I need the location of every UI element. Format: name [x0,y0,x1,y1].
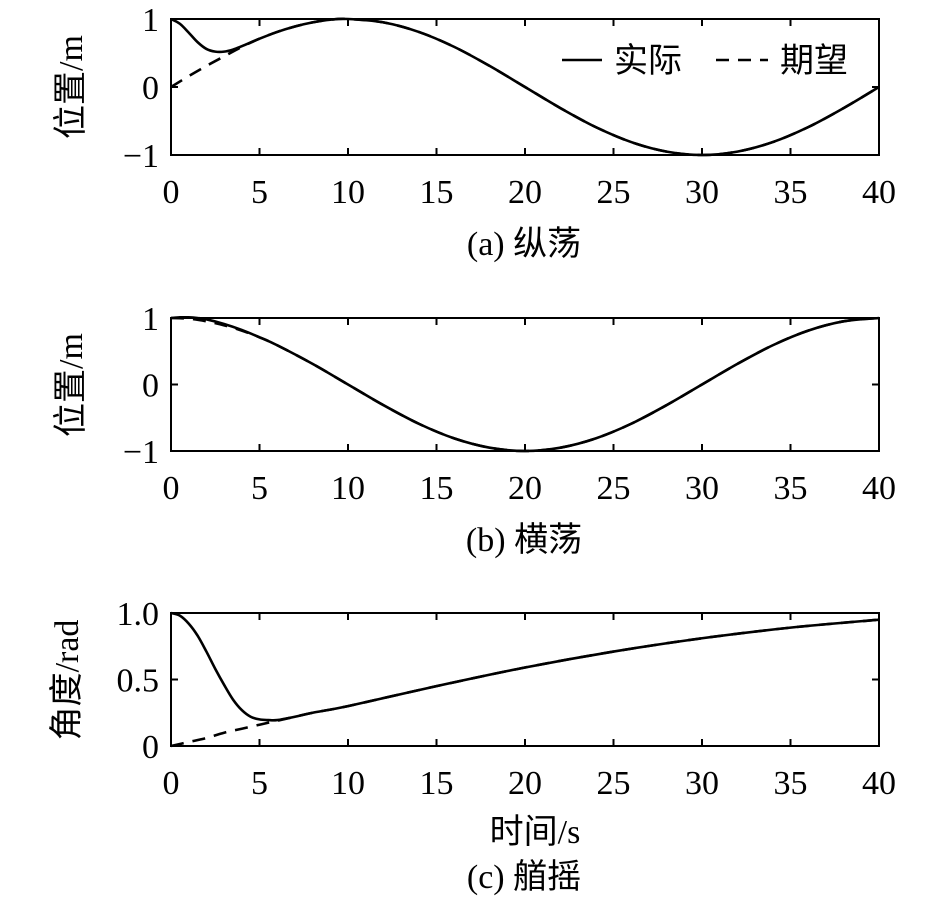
yaw-series-desired [170,618,880,748]
surge-x-tick-label: 20 [508,174,542,211]
surge-y-tick-label: 1 [142,2,159,39]
yaw-x-tick-label: 25 [597,765,631,802]
yaw-x-tick-label: 35 [774,765,808,802]
sway-x-tick-label: 35 [774,470,808,507]
yaw-x-tick-label: 40 [862,765,896,802]
yaw-series-actual [170,611,880,722]
surge-x-tick-label: 10 [331,174,365,211]
sway-x-tick-label: 0 [163,470,180,507]
yaw-data [170,611,880,748]
surge-y-tick-label: −1 [123,138,159,175]
panel-yaw: 0 5 10 15 20 25 30 35 40 0 0.5 1.0 角度/rad 时间/s (c) 艏摇 [48,596,896,896]
surge-series-actual [170,17,880,157]
legend-actual-label: 实际 [614,42,682,80]
surge-y-tick-label: 0 [142,70,159,107]
yaw-y-tick-label: 1.0 [117,596,160,633]
yaw-x-tick-label: 0 [163,765,180,802]
yaw-labels: 0 5 10 15 20 25 30 35 40 0 0.5 1.0 角度/rad 时间/s (c) 艏摇 [48,596,896,896]
yaw-y-tick-label: 0.5 [117,663,160,700]
sway-x-tick-label: 40 [862,470,896,507]
surge-x-tick-label: 15 [420,174,454,211]
surge-x-tick-label: 35 [774,174,808,211]
yaw-axes-box [170,612,880,747]
yaw-x-axis-label: 时间/s [490,814,581,851]
legend-desired-label: 期望 [780,43,848,80]
yaw-x-tick-label: 5 [251,765,268,802]
sway-y-axis-label: 位置/m [52,333,90,437]
surge-x-tick-label: 25 [597,174,631,211]
sway-caption: (b) 横荡 [466,521,582,559]
sway-x-tick-label: 30 [685,470,719,507]
surge-y-axis-label: 位置/m [52,35,90,139]
sway-x-tick-label: 25 [597,470,631,507]
sway-x-tick-label: 20 [508,470,542,507]
sway-y-tick-label: 1 [142,301,159,338]
legend: 实际 期望 [562,42,848,80]
surge-caption: (a) 纵荡 [467,226,581,263]
sway-x-tick-label: 10 [331,470,365,507]
sway-series-desired [170,316,880,453]
sway-axes-box [170,317,880,452]
yaw-x-tick-label: 30 [685,765,719,802]
surge-x-tick-label: 0 [163,174,180,211]
sway-y-tick-label: −1 [123,434,159,471]
yaw-axes [170,612,880,747]
sway-y-tick-label: 0 [142,368,159,405]
yaw-x-tick-label: 20 [508,765,542,802]
yaw-y-tick-label: 0 [142,729,159,766]
sway-data [170,315,880,453]
sway-axes [170,317,880,452]
sway-x-tick-label: 5 [251,470,268,507]
surge-x-tick-label: 40 [862,174,896,211]
yaw-caption: (c) 艏摇 [467,858,581,896]
surge-x-tick-label: 5 [251,174,268,211]
surge-x-tick-label: 30 [685,174,719,211]
yaw-x-tick-label: 10 [331,765,365,802]
yaw-x-tick-label: 15 [420,765,454,802]
sway-series-actual [170,315,880,453]
surge-data [170,17,880,157]
yaw-y-axis-label: 角度/rad [48,620,86,741]
sway-x-tick-label: 15 [420,470,454,507]
